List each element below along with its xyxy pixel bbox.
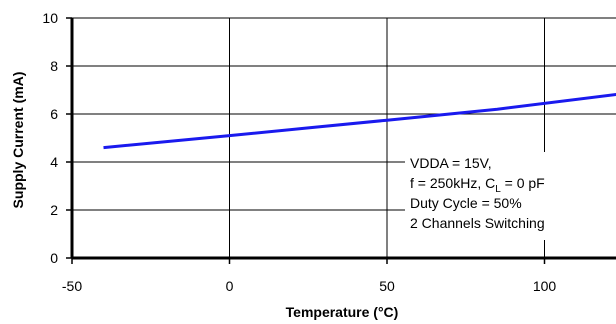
annotation-line-3: Duty Cycle = 50% xyxy=(410,195,522,211)
annotation-line-2-sub: L xyxy=(495,184,501,195)
series-layer xyxy=(103,92,616,150)
y-tick-label: 4 xyxy=(50,154,58,170)
y-axis-title: Supply Current (mA) xyxy=(10,72,26,209)
x-tick-label: 0 xyxy=(226,278,234,294)
y-tick-label: 8 xyxy=(50,58,58,74)
x-tick-label: 50 xyxy=(379,278,395,294)
annotation-line-2-prefix: f = 250kHz, C xyxy=(410,175,495,191)
annotation-line-2-suffix: = 0 pF xyxy=(501,175,545,191)
series-line xyxy=(103,92,616,150)
annotation-box xyxy=(405,152,616,240)
x-tick-label: -50 xyxy=(62,278,82,294)
x-tick-label: 100 xyxy=(533,278,557,294)
annotation-line-2: f = 250kHz, CL = 0 pF xyxy=(410,175,545,195)
x-axis-title: Temperature (°C) xyxy=(286,304,399,320)
y-tick-label: 6 xyxy=(50,106,58,122)
annotation-line-1: VDDA = 15V, xyxy=(410,155,492,171)
y-tick-label: 10 xyxy=(42,10,58,26)
annotation-line-4: 2 Channels Switching xyxy=(410,215,545,231)
y-tick-label: 2 xyxy=(50,202,58,218)
y-tick-label: 0 xyxy=(50,250,58,266)
annotation: VDDA = 15V, f = 250kHz, CL = 0 pF Duty C… xyxy=(410,155,545,231)
